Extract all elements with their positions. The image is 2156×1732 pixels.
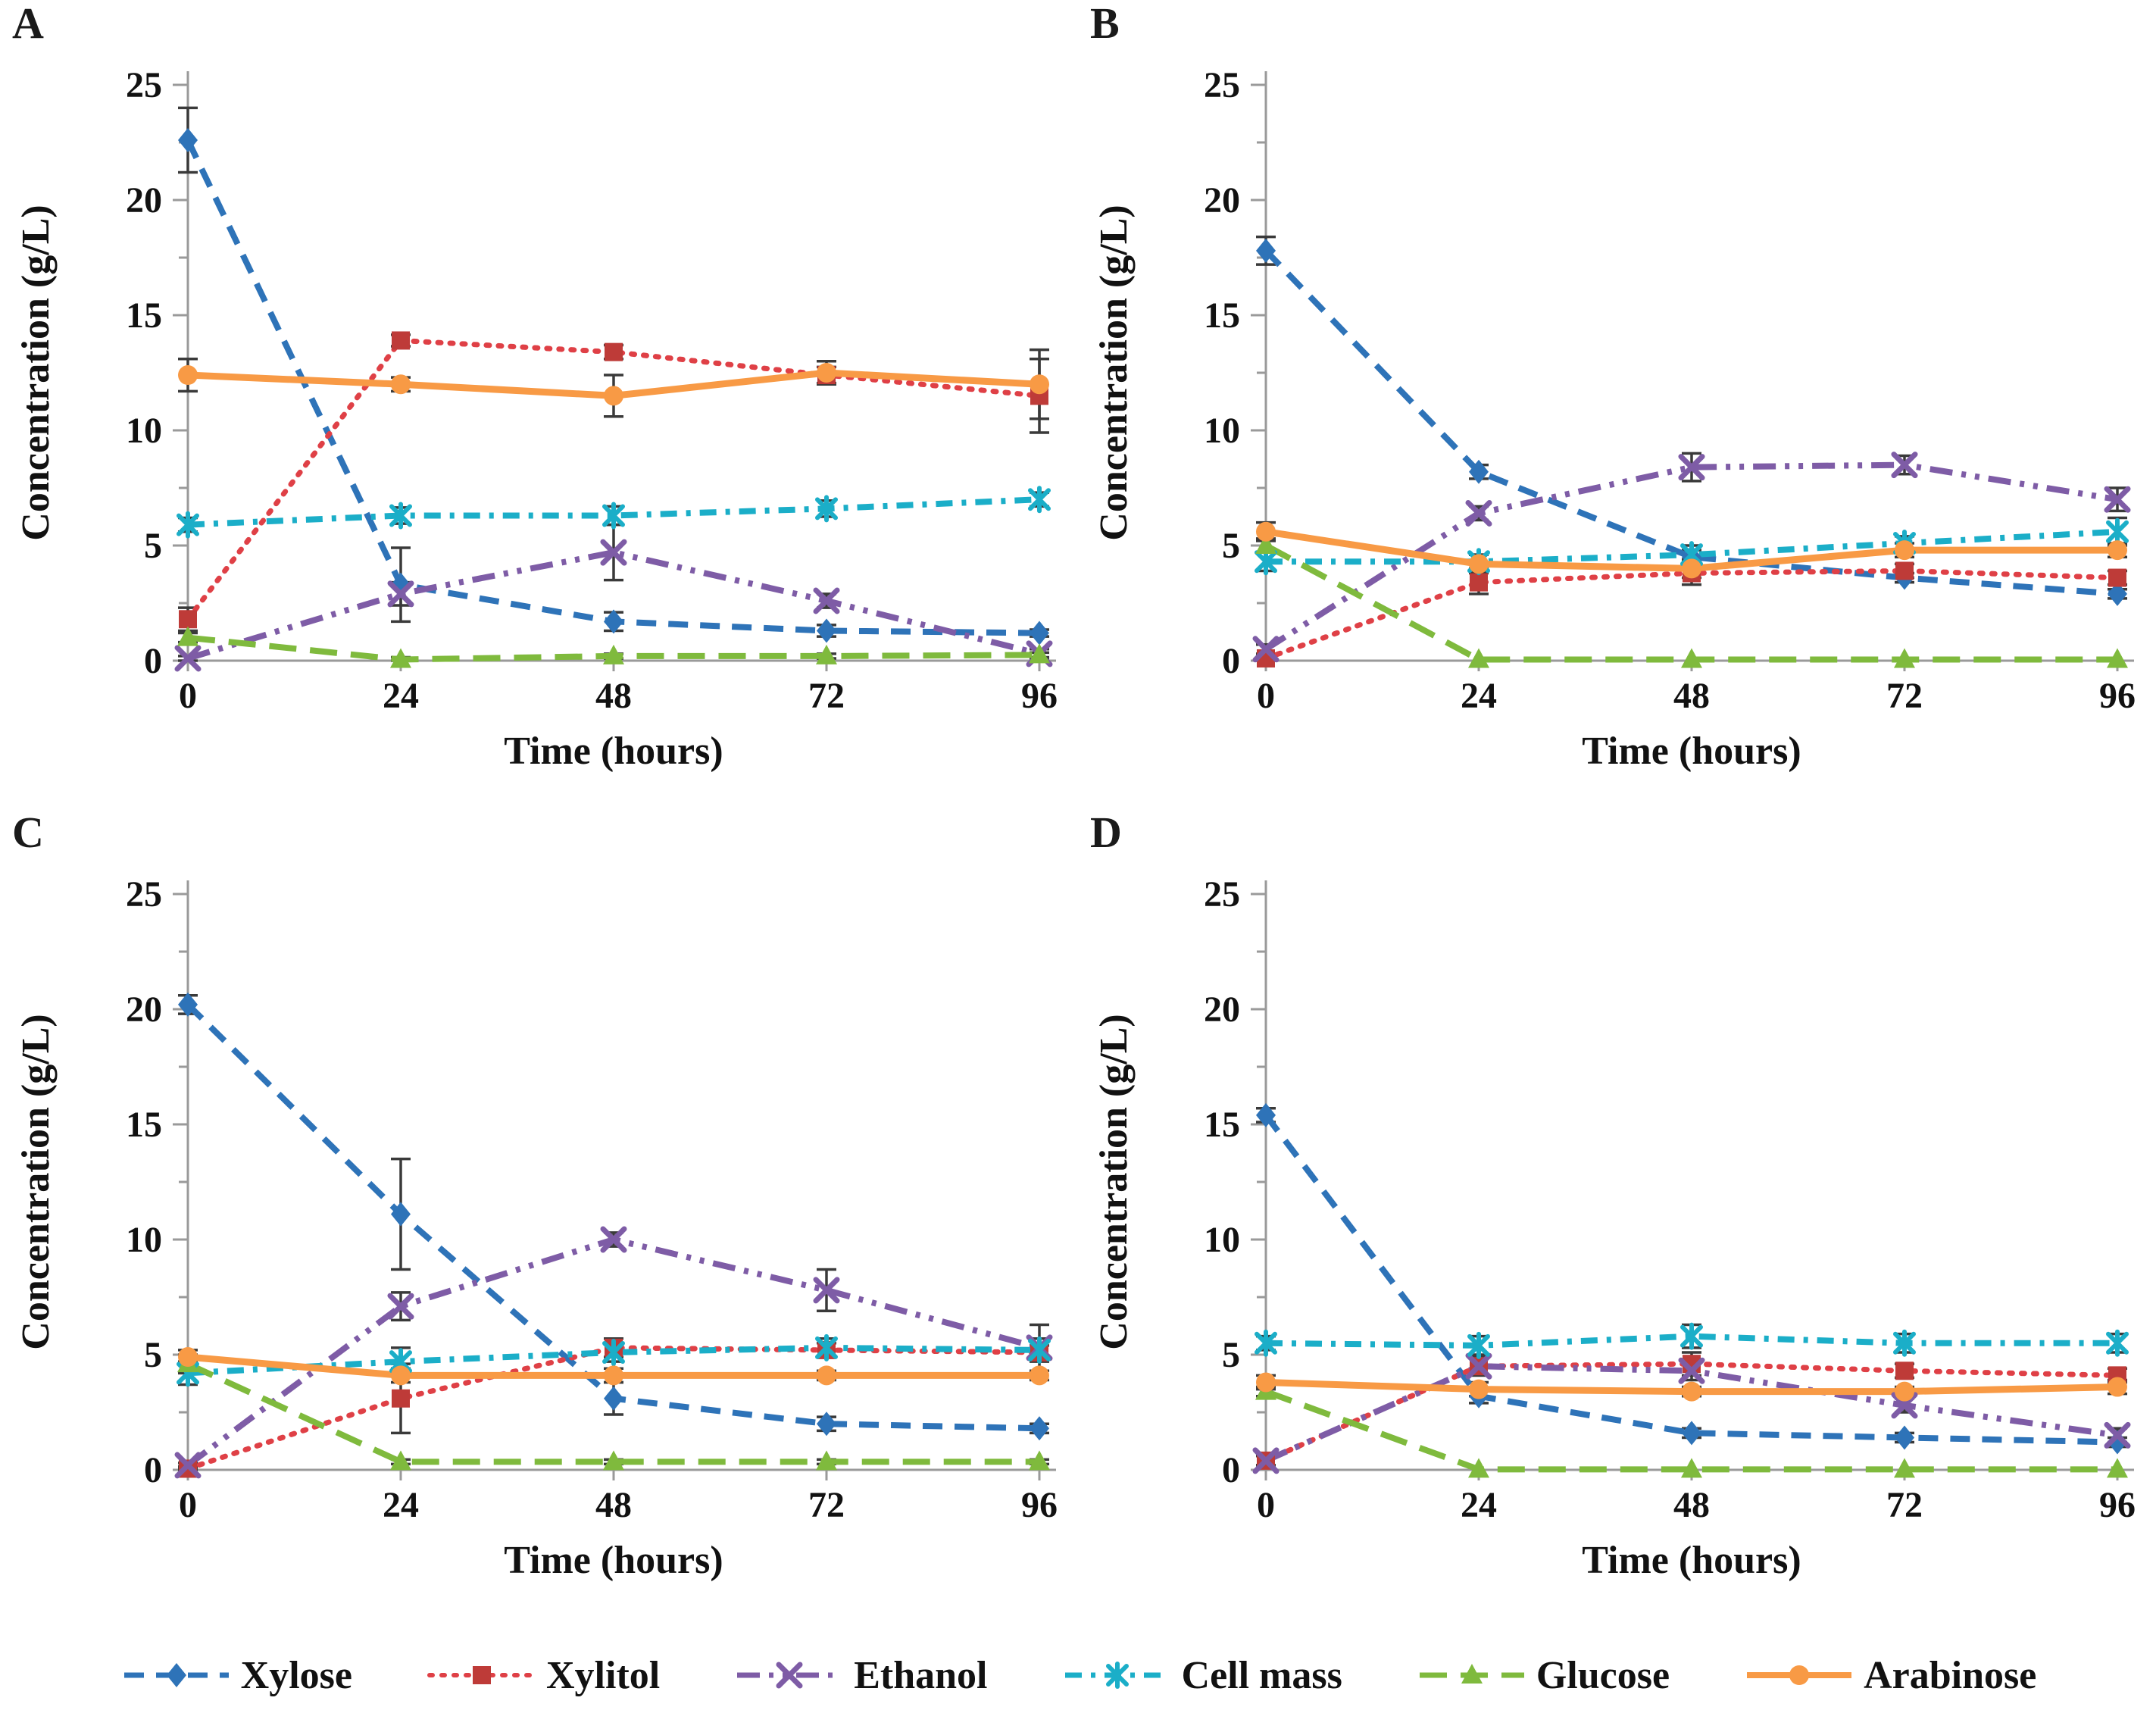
legend-label-arabinose: Arabinose xyxy=(1864,1653,2037,1697)
svg-text:15: 15 xyxy=(126,295,162,336)
svg-text:Concentration (g/L): Concentration (g/L) xyxy=(1092,205,1136,540)
svg-text:20: 20 xyxy=(1204,180,1240,220)
chart-c: 0 5 10 15 20 25 0 24 48 72 96 Time (hours) Concentra… xyxy=(14,874,1058,1582)
svg-text:0: 0 xyxy=(1222,1450,1240,1490)
chart-b: 0 5 10 15 20 25 0 24 48 72 96 Time (hours) Concentra… xyxy=(1092,65,2136,773)
svg-text:10: 10 xyxy=(126,411,162,451)
svg-text:Time (hours): Time (hours) xyxy=(504,1539,723,1582)
svg-text:48: 48 xyxy=(1673,676,1710,716)
svg-text:5: 5 xyxy=(1222,1335,1240,1375)
svg-text:Concentration (g/L): Concentration (g/L) xyxy=(1092,1014,1136,1349)
legend-item-xylose: Xylose xyxy=(120,1652,352,1698)
svg-text:24: 24 xyxy=(1461,1485,1497,1525)
svg-text:5: 5 xyxy=(144,526,162,566)
svg-text:96: 96 xyxy=(2099,676,2136,716)
svg-text:Time (hours): Time (hours) xyxy=(1582,1539,1801,1582)
chart-a: 0 5 10 15 20 25 0 24 48 72 96 Time (hours) Concentra… xyxy=(14,65,1058,773)
svg-text:0: 0 xyxy=(1257,676,1275,716)
panel-b-label: B xyxy=(1090,0,1120,48)
svg-text:25: 25 xyxy=(126,874,162,914)
svg-text:48: 48 xyxy=(595,1485,632,1525)
svg-text:10: 10 xyxy=(1204,1220,1240,1260)
xylose-line-marker-icon xyxy=(123,1663,229,1687)
svg-text:Concentration (g/L): Concentration (g/L) xyxy=(14,205,58,540)
svg-text:5: 5 xyxy=(1222,526,1240,566)
panel-a-label: A xyxy=(12,0,44,48)
legend-label-xylose: Xylose xyxy=(240,1653,352,1697)
svg-text:96: 96 xyxy=(2099,1485,2136,1525)
svg-text:Time (hours): Time (hours) xyxy=(1582,730,1801,773)
svg-text:25: 25 xyxy=(1204,874,1240,914)
svg-text:0: 0 xyxy=(144,641,162,681)
svg-text:5: 5 xyxy=(144,1335,162,1375)
panel-d-label: D xyxy=(1090,808,1122,857)
ethanol-line-marker-icon xyxy=(737,1662,842,1689)
svg-text:96: 96 xyxy=(1021,1485,1058,1525)
glucose-line-marker-icon xyxy=(1419,1664,1524,1684)
svg-text:0: 0 xyxy=(1257,1485,1275,1525)
panel-c-label: C xyxy=(12,808,44,857)
legend-item-arabinose: Arabinose xyxy=(1742,1652,2036,1698)
legend-item-xylitol: Xylitol xyxy=(425,1652,660,1698)
legend-item-cellmass: Cell mass xyxy=(1061,1652,1342,1698)
panel-grid: A 0 5 10 15 20 25 0 24 48 72 96 Time (hours) Concent… xyxy=(0,0,2156,1618)
svg-text:0: 0 xyxy=(1222,641,1240,681)
xylitol-line-marker-icon xyxy=(427,1666,536,1684)
cellmass-line-marker-icon xyxy=(1064,1662,1170,1689)
svg-text:0: 0 xyxy=(144,1450,162,1490)
svg-text:10: 10 xyxy=(126,1220,162,1260)
svg-text:24: 24 xyxy=(383,676,419,716)
svg-text:0: 0 xyxy=(179,1485,197,1525)
panel-c: C 0 5 10 15 20 25 0 24 48 72 96 Time (hours) Concent… xyxy=(0,809,1078,1618)
legend-item-ethanol: Ethanol xyxy=(733,1652,988,1698)
svg-text:48: 48 xyxy=(1673,1485,1710,1525)
legend-label-glucose: Glucose xyxy=(1536,1653,1670,1697)
svg-text:96: 96 xyxy=(1021,676,1058,716)
legend-label-cellmass: Cell mass xyxy=(1181,1653,1342,1697)
svg-text:24: 24 xyxy=(383,1485,419,1525)
legend-label-xylitol: Xylitol xyxy=(546,1653,661,1697)
svg-text:72: 72 xyxy=(1886,676,1923,716)
svg-text:72: 72 xyxy=(808,676,845,716)
svg-text:72: 72 xyxy=(1886,1485,1923,1525)
svg-text:0: 0 xyxy=(179,676,197,716)
legend-label-ethanol: Ethanol xyxy=(854,1653,988,1697)
svg-text:25: 25 xyxy=(126,65,162,105)
panel-d: D 0 5 10 15 20 25 0 24 48 72 96 Time (hours) Concent… xyxy=(1078,809,2156,1618)
svg-text:Time (hours): Time (hours) xyxy=(504,730,723,773)
arabinose-line-marker-icon xyxy=(1747,1665,1852,1685)
svg-text:15: 15 xyxy=(126,1105,162,1145)
svg-text:15: 15 xyxy=(1204,1105,1240,1145)
svg-text:24: 24 xyxy=(1461,676,1497,716)
panel-a: A 0 5 10 15 20 25 0 24 48 72 96 Time (hours) Concent… xyxy=(0,0,1078,809)
svg-text:20: 20 xyxy=(1204,989,1240,1030)
svg-text:10: 10 xyxy=(1204,411,1240,451)
chart-d: 0 5 10 15 20 25 0 24 48 72 96 Time (hours) Concentra… xyxy=(1092,874,2136,1582)
svg-text:15: 15 xyxy=(1204,295,1240,336)
svg-text:20: 20 xyxy=(126,989,162,1030)
legend: Xylose Xylitol Ethanol Cell mass Glucose… xyxy=(0,1618,2156,1732)
svg-text:25: 25 xyxy=(1204,65,1240,105)
svg-text:Concentration (g/L): Concentration (g/L) xyxy=(14,1014,58,1349)
legend-item-glucose: Glucose xyxy=(1415,1652,1670,1698)
panel-b: B 0 5 10 15 20 25 0 24 48 72 96 Time (hours) Concent… xyxy=(1078,0,2156,809)
svg-text:20: 20 xyxy=(126,180,162,220)
svg-text:72: 72 xyxy=(808,1485,845,1525)
svg-text:48: 48 xyxy=(595,676,632,716)
